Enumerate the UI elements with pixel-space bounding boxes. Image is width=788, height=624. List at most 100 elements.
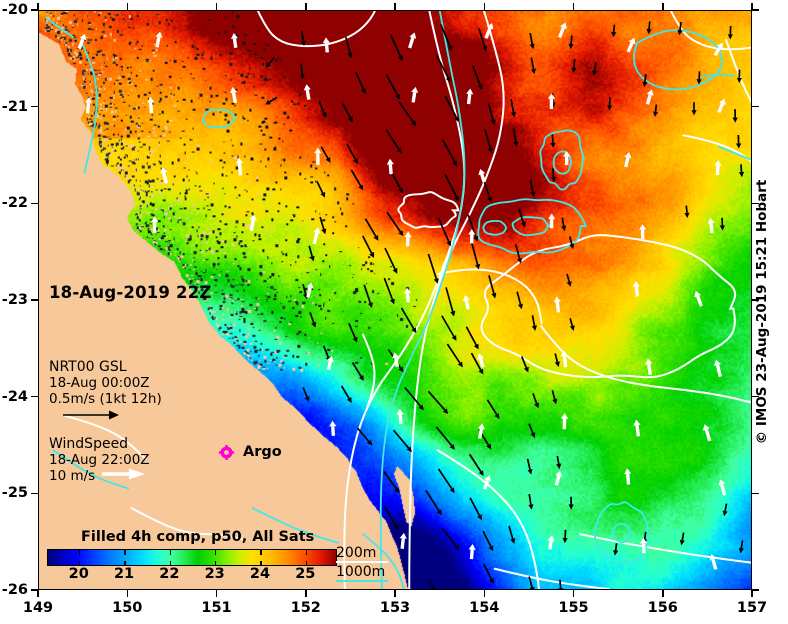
surface-current-vector	[593, 62, 597, 71]
wind-vector-legend: WindSpeed 18-Aug 22:00Z 10 m/s	[49, 436, 150, 484]
wind-speed-vector	[305, 89, 311, 100]
x-axis-tick	[662, 590, 664, 597]
surface-current-vector	[569, 325, 575, 331]
wind-speed-vector	[466, 88, 474, 95]
surface-current-vector	[554, 353, 559, 363]
bathymetry-1000m-contour	[611, 523, 631, 544]
surface-current-vector	[551, 390, 556, 400]
surface-current-vector	[523, 366, 529, 373]
surface-current-vector	[568, 236, 573, 245]
wind-speed-vector	[399, 532, 407, 539]
surface-current-vector	[487, 196, 493, 203]
surface-current-vector	[556, 455, 560, 465]
surface-current-vector	[355, 71, 365, 90]
y-axis-label: -20	[1, 2, 28, 18]
wind-legend-title: WindSpeed	[49, 436, 129, 452]
surface-current-vector	[383, 471, 398, 490]
surface-current-vector	[437, 217, 450, 242]
wind-speed-vector	[237, 163, 243, 176]
colorbar-tick	[214, 560, 217, 566]
wind-speed-vector	[645, 358, 653, 365]
wind-speed-vector	[709, 554, 717, 561]
surface-current-vector	[529, 32, 534, 45]
x-axis-tick	[305, 590, 307, 597]
wind-speed-vector	[639, 537, 648, 544]
wind-reference-arrow-icon	[102, 468, 145, 480]
colorbar-tick-label: 21	[113, 566, 135, 582]
surface-current-vector	[550, 177, 557, 183]
wind-speed-vector	[563, 150, 571, 157]
colorbar-tick	[260, 549, 262, 555]
surface-current-vector	[469, 497, 481, 517]
bathymetry-1000m-contour	[477, 198, 588, 255]
surface-current-vector	[316, 180, 324, 194]
bathymetry-200m-contour	[62, 414, 147, 460]
wind-speed-vector	[326, 355, 334, 362]
surface-current-vector	[472, 65, 481, 86]
wind-speed-vector	[85, 102, 91, 114]
wind-speed-vector	[409, 32, 417, 39]
surface-current-vector	[487, 103, 494, 121]
surface-current-vector	[454, 116, 459, 123]
wind-speed-vector	[547, 93, 556, 99]
surface-current-vector	[433, 277, 439, 284]
surface-current-vector	[428, 580, 436, 589]
wind-speed-vector	[555, 301, 561, 313]
wind-speed-vector	[554, 475, 561, 486]
surface-current-vector	[383, 277, 394, 300]
wind-speed-vector	[715, 165, 720, 176]
surface-current-vector	[302, 283, 307, 295]
x-axis-tick-top	[751, 3, 753, 10]
surface-current-vector	[569, 243, 575, 250]
surface-current-vector	[570, 35, 573, 45]
surface-current-vector	[531, 325, 538, 331]
x-axis-tick	[126, 590, 128, 597]
x-axis-label: 155	[558, 600, 589, 616]
surface-current-vector	[530, 57, 535, 70]
surface-current-vector	[468, 453, 482, 473]
wind-speed-vector	[702, 424, 710, 431]
surface-current-vector	[529, 179, 534, 193]
surface-current-vector	[528, 504, 534, 510]
wind-speed-vector	[716, 42, 723, 50]
x-axis-tick	[37, 590, 39, 597]
surface-current-vector	[529, 43, 535, 50]
surface-current-vector	[351, 362, 362, 377]
wind-speed-vector	[647, 363, 652, 376]
colorbar-group: Filled 4h comp, p50, All Sats 20 21 22 23 24…	[47, 529, 337, 586]
wind-speed-vector	[329, 420, 337, 427]
bathymetry-200m-contour	[130, 507, 247, 541]
surface-current-vector	[646, 28, 652, 35]
bathymetry-200m-entry: 200m	[336, 544, 388, 564]
surface-current-vector	[427, 390, 446, 411]
surface-current-vector	[439, 24, 451, 47]
surface-current-vector	[478, 368, 484, 375]
surface-current-vector	[478, 28, 486, 48]
surface-current-vector	[346, 397, 352, 403]
wind-speed-vector	[306, 287, 312, 298]
wind-speed-vector	[303, 84, 311, 91]
x-axis-tick-top	[572, 3, 575, 10]
surface-current-vector	[561, 225, 567, 232]
colorbar-tick-label: 20	[68, 566, 89, 582]
bathymetry-200m-contour	[343, 11, 466, 589]
bathymetry-200m-swatch	[336, 561, 388, 564]
colorbar-tick	[124, 560, 126, 566]
surface-current-vector	[652, 111, 659, 117]
x-axis-label: 153	[379, 600, 411, 616]
surface-current-vector	[677, 29, 683, 36]
wind-speed-vector	[249, 219, 255, 232]
colorbar-tick-label: 23	[204, 566, 225, 582]
bathymetry-200m-contour	[493, 567, 610, 589]
surface-current-vector	[435, 426, 453, 447]
y-axis-tick	[31, 105, 38, 108]
wind-legend-scale: 10 m/s	[49, 468, 96, 484]
bathymetry-1000m-contour	[718, 145, 751, 161]
y-axis-tick	[31, 9, 38, 11]
wind-speed-vector	[79, 33, 87, 41]
surface-current-vector	[348, 322, 356, 339]
x-axis-label: 157	[736, 600, 768, 616]
surface-current-vector	[486, 443, 492, 450]
wind-speed-vector	[313, 227, 321, 234]
surface-current-vector	[369, 252, 374, 259]
